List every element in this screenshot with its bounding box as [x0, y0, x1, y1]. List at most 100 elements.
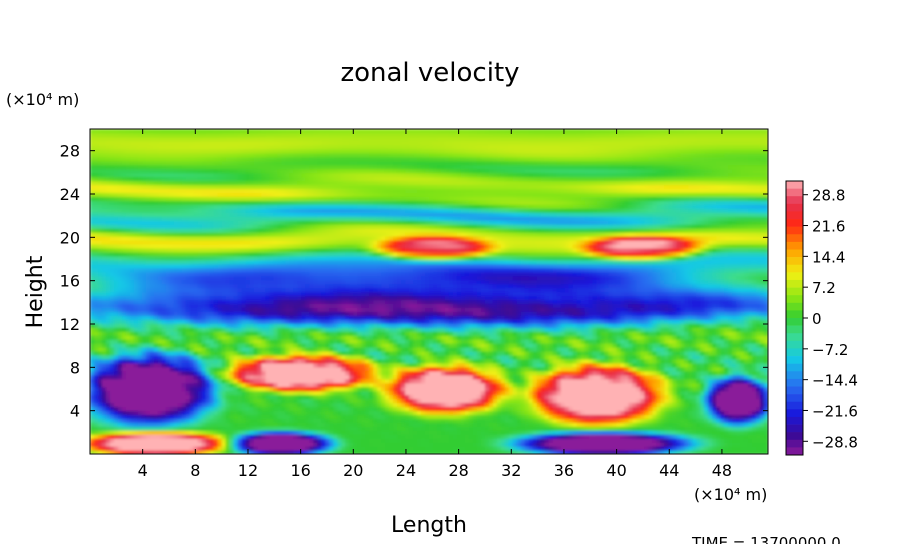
field-cell [197, 370, 203, 376]
field-cell [552, 438, 558, 443]
field-cell [129, 442, 135, 447]
field-cell [448, 374, 454, 380]
field-cell [452, 358, 458, 364]
field-cell [173, 374, 179, 380]
field-cell [397, 390, 402, 396]
field-cell [273, 354, 279, 360]
field-cell [520, 362, 526, 368]
field-cell [556, 438, 562, 443]
field-cell [397, 414, 402, 419]
field-cell [317, 378, 322, 384]
field-cell [724, 450, 729, 454]
field-cell [492, 442, 498, 447]
field-cell [325, 418, 330, 423]
field-cell [93, 406, 99, 411]
field-cell [740, 366, 745, 372]
field-cell [329, 382, 334, 388]
field-cell [217, 370, 223, 376]
field-cell [760, 374, 765, 380]
field-cell [169, 442, 175, 447]
field-cell [620, 386, 626, 392]
field-cell [281, 362, 287, 368]
field-cell [484, 410, 490, 415]
field-cell [668, 418, 673, 423]
field-cell [409, 446, 414, 451]
field-cell [716, 406, 721, 411]
field-cell [313, 382, 318, 388]
field-cell [325, 350, 330, 356]
field-cell [189, 378, 195, 384]
field-cell [496, 394, 502, 400]
field-cell [165, 438, 171, 443]
field-cell [444, 354, 450, 360]
field-cell [429, 402, 434, 408]
field-cell [436, 343, 442, 348]
field-cell [484, 426, 490, 431]
field-cell [480, 434, 486, 439]
field-cell [337, 414, 342, 419]
field-cell [213, 430, 219, 435]
field-cell [145, 354, 151, 360]
field-cell [241, 346, 247, 352]
field-cell [385, 350, 390, 356]
field-cell [281, 346, 287, 352]
field-cell [752, 362, 757, 368]
field-cell [584, 354, 590, 360]
field-cell [536, 406, 542, 411]
field-cell [516, 362, 522, 368]
field-cell [552, 343, 558, 348]
field-cell [189, 402, 195, 408]
field-cell [760, 378, 765, 384]
field-cell [281, 374, 287, 380]
field-cell [452, 362, 458, 368]
field-cell [393, 402, 398, 408]
field-cell [365, 426, 370, 431]
field-cell [536, 418, 542, 423]
field-cell [604, 374, 610, 380]
field-cell [241, 446, 247, 451]
field-cell [289, 346, 294, 352]
field-cell [197, 418, 203, 423]
field-cell [628, 362, 633, 368]
field-cell [592, 410, 598, 415]
field-cell [269, 354, 275, 360]
field-cell [233, 410, 239, 415]
field-cell [740, 450, 745, 454]
field-cell [133, 354, 139, 360]
field-cell [221, 370, 227, 376]
field-cell [157, 366, 163, 372]
field-cell [429, 430, 434, 435]
field-cell [401, 350, 406, 356]
field-cell [752, 430, 757, 435]
field-cell [393, 358, 398, 364]
field-cell [556, 442, 562, 447]
field-cell [712, 434, 717, 439]
field-cell [417, 422, 422, 427]
field-cell [129, 398, 135, 404]
field-cell [596, 343, 602, 348]
field-cell [225, 378, 231, 384]
field-cell [285, 422, 291, 427]
field-cell [624, 394, 630, 400]
field-cell [628, 422, 633, 427]
field-cell [704, 343, 709, 348]
field-cell [516, 382, 522, 388]
field-cell [436, 350, 442, 356]
field-cell [540, 358, 546, 364]
field-cell [301, 410, 306, 415]
field-cell [137, 398, 143, 404]
field-cell [90, 398, 95, 404]
field-cell [113, 430, 119, 435]
field-cell [265, 442, 271, 447]
field-cell [213, 354, 219, 360]
field-cell [736, 378, 741, 384]
field-cell [217, 414, 223, 419]
field-cell [732, 374, 737, 380]
field-cell [492, 362, 498, 368]
field-cell [93, 386, 99, 392]
field-cell [492, 430, 498, 435]
field-cell [468, 386, 474, 392]
field-cell [177, 446, 183, 451]
field-cell [628, 430, 633, 435]
field-cell [468, 442, 474, 447]
